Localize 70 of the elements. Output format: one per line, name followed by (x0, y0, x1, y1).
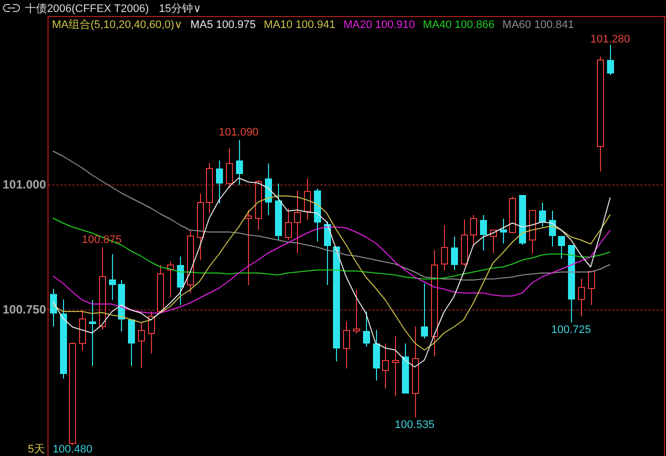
candlestick (197, 193, 204, 260)
candlestick (50, 288, 57, 327)
annotation: 100.725 (551, 324, 591, 336)
candlestick (529, 210, 536, 254)
candlestick (441, 224, 448, 270)
candlestick (138, 322, 145, 368)
text: MA10 100.941 (264, 19, 336, 32)
text: 5天 (28, 444, 45, 456)
candlestick (500, 218, 507, 244)
candlestick (99, 247, 106, 330)
candlestick (285, 208, 292, 240)
text: MA60 100.841 (502, 19, 574, 32)
candlestick (157, 264, 164, 313)
candlestick (128, 320, 135, 366)
candlestick (343, 321, 350, 369)
candlestick (392, 336, 399, 396)
candlestick (294, 190, 301, 254)
candlestick (314, 188, 321, 242)
candlestick (490, 230, 497, 254)
y-tick-label: 101.000 (2, 177, 46, 192)
candlestick (402, 343, 409, 394)
candlestick (226, 148, 233, 188)
candlestick (236, 140, 243, 186)
legend-title: MA组合(5,10,20,40,60,0)∨ (52, 18, 182, 32)
candlestick (206, 162, 213, 214)
annotation: 101.090 (218, 126, 259, 139)
candlestick (118, 280, 125, 332)
candlestick (177, 256, 184, 306)
y-tick-label: 100.750 (2, 302, 46, 316)
annotation: 101.280 (590, 34, 630, 46)
candlestick (216, 160, 223, 204)
candlestick (275, 183, 282, 240)
candlestick (382, 343, 389, 389)
candlestick (373, 330, 380, 381)
text: MA20 100.910 (343, 19, 415, 32)
candlestick (187, 230, 194, 294)
candlestick (568, 245, 575, 323)
candlestick (578, 278, 585, 317)
candlestick (558, 236, 565, 259)
candlestick (363, 311, 370, 347)
annotation: 100.480 (52, 444, 92, 456)
candlestick (109, 254, 116, 300)
candlestick (451, 236, 458, 270)
candlestick (431, 250, 438, 357)
candlestick (421, 283, 428, 339)
candlestick (265, 163, 272, 216)
candlestick (333, 246, 340, 362)
candlestick (597, 56, 604, 172)
candlestick (353, 290, 360, 334)
candlestick (539, 202, 546, 227)
annotation: 100.535 (394, 419, 435, 432)
candlestick (60, 299, 67, 379)
candlestick (519, 195, 526, 246)
text: MA5 100.975 (190, 19, 256, 32)
chart-subtitle: 15分钟∨ (158, 2, 202, 16)
candlestick (461, 219, 468, 266)
candlestick (89, 300, 96, 366)
candlestick (412, 326, 419, 418)
candlestick (304, 178, 311, 220)
candlestick (607, 44, 614, 76)
candlestick (588, 271, 595, 306)
candlestick (167, 261, 174, 298)
text: MA40 100.866 (422, 19, 494, 32)
candlestick (245, 210, 252, 286)
candlestick (480, 214, 487, 251)
chart-title: 十债2006(CFFEX T2006) (25, 2, 149, 16)
candlestick (79, 310, 86, 351)
candlestick (255, 180, 262, 230)
candlestick (470, 214, 477, 247)
candlestick (148, 311, 155, 354)
